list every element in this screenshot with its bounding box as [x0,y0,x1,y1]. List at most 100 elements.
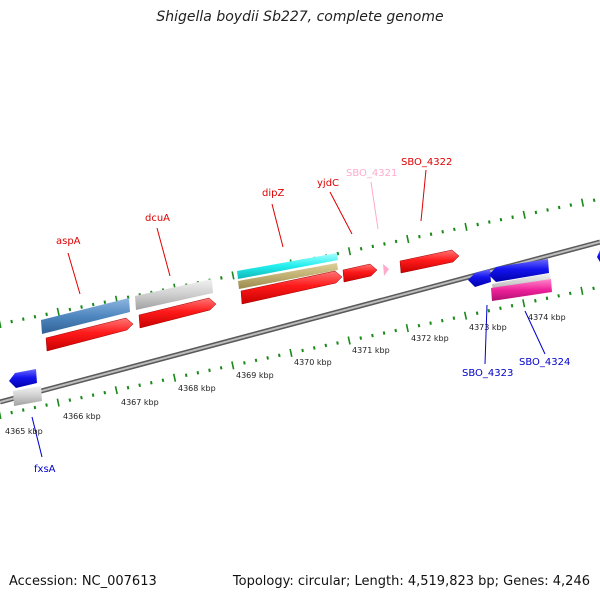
minor-tick [453,227,456,232]
feature-magenta-SBO_4324[interactable] [491,279,552,301]
minor-tick [418,234,421,239]
gene-arrow-yjdC[interactable] [342,263,378,283]
major-tick [463,311,468,320]
gene-arrow-edge[interactable] [597,250,600,262]
major-tick [580,286,584,295]
gene-label-fxsA: fxsA [34,464,56,475]
minor-tick [441,230,444,234]
minor-tick [196,370,200,375]
feature-cyan-dipZ[interactable] [237,253,338,279]
gene-arrow-SBO_4321[interactable] [383,264,389,276]
major-tick [522,299,526,308]
ruler-label: 4365 kbp [5,427,43,436]
minor-tick [568,291,572,296]
minor-tick [184,373,188,377]
minor-tick [10,410,13,415]
gene-arrow-SBO_4323[interactable] [468,269,491,287]
ruler-label: 4370 kbp [294,358,332,367]
minor-tick [91,393,95,397]
minor-tick [161,378,165,383]
minor-tick [569,203,573,207]
major-tick [464,222,468,231]
minor-tick [499,217,503,222]
major-tick [56,307,60,316]
major-tick [231,271,235,280]
ruler-label: 4374 kbp [528,313,566,322]
forward-strand-features [41,249,460,352]
gene-arrow-SBO_4322[interactable] [399,249,460,274]
gene-arrow-dcuA[interactable] [138,297,217,329]
gene-arrow-aspA[interactable] [45,317,134,352]
gene-label-SBO_4322: SBO_4322 [401,157,452,168]
ruler-labels: 4365 kbp 4366 kbp 4367 kbp 4368 kbp 4369… [5,313,566,436]
label-leaders [31,169,546,458]
minor-tick [45,403,48,407]
major-tick [231,361,235,370]
minor-tick [301,348,304,353]
minor-tick [452,316,456,320]
minor-tick [557,294,560,298]
minor-tick [592,198,596,203]
minor-tick [475,311,479,316]
minor-tick [383,242,386,246]
minor-tick [557,205,561,210]
minor-tick [394,328,397,333]
major-tick [580,198,585,207]
minor-tick [476,222,479,227]
minor-tick [266,356,269,360]
major-tick [172,373,177,382]
gene-arrow-SBO_4323b[interactable] [489,259,549,282]
feature-tan-dipZ[interactable] [238,263,338,289]
gene-arrow-dipZ[interactable] [240,270,343,305]
accession-label: Accession: NC_007613 [9,574,157,589]
minor-tick [429,321,432,325]
minor-tick [336,341,339,345]
minor-tick [150,381,153,385]
minor-tick [429,232,433,237]
gene-label-SBO_4324: SBO_4324 [519,357,570,368]
ruler-label: 4368 kbp [178,384,216,393]
ruler-label: 4371 kbp [352,346,390,355]
gene-label-dipZ: dipZ [262,188,284,199]
gene-label-yjdC: yjdC [317,178,339,189]
minor-tick [371,333,374,338]
ruler-label: 4366 kbp [63,412,101,421]
feature-gray-fxsA[interactable] [13,386,42,406]
minor-tick [68,398,72,402]
minor-tick [371,244,375,249]
minor-tick [394,239,398,244]
minor-tick [254,358,258,363]
minor-tick [10,319,13,324]
minor-tick [103,300,107,304]
major-tick [0,320,2,329]
gene-label-aspA: aspA [56,236,81,247]
minor-tick [592,286,595,291]
minor-tick [126,385,130,390]
gene-arrow-fxsA[interactable] [9,369,37,388]
ruler-label: 4367 kbp [121,398,159,407]
minor-tick [22,317,25,321]
minor-tick [138,383,141,388]
minor-tick [510,303,514,308]
ruler-label: 4373 kbp [469,323,507,332]
minor-tick [278,353,281,358]
minor-tick [80,395,83,400]
major-tick [114,386,118,395]
minor-tick [511,215,514,219]
minor-tick [359,336,363,340]
minor-tick [336,251,340,256]
minor-tick [359,246,363,251]
minor-tick [33,405,37,410]
minor-tick [243,361,246,365]
minor-tick [487,309,491,313]
feature-steelblue[interactable] [41,298,130,334]
genome-title: Shigella boydii Sb227, complete genome [156,9,444,25]
feature-gray-dcuA[interactable] [135,279,213,310]
genome-summary: Topology: circular; Length: 4,519,823 bp… [232,574,590,589]
minor-tick [534,298,537,303]
minor-tick [440,318,444,323]
gene-label-dcuA: dcuA [145,213,170,224]
minor-tick [80,305,83,309]
ruler-label: 4369 kbp [236,371,274,380]
